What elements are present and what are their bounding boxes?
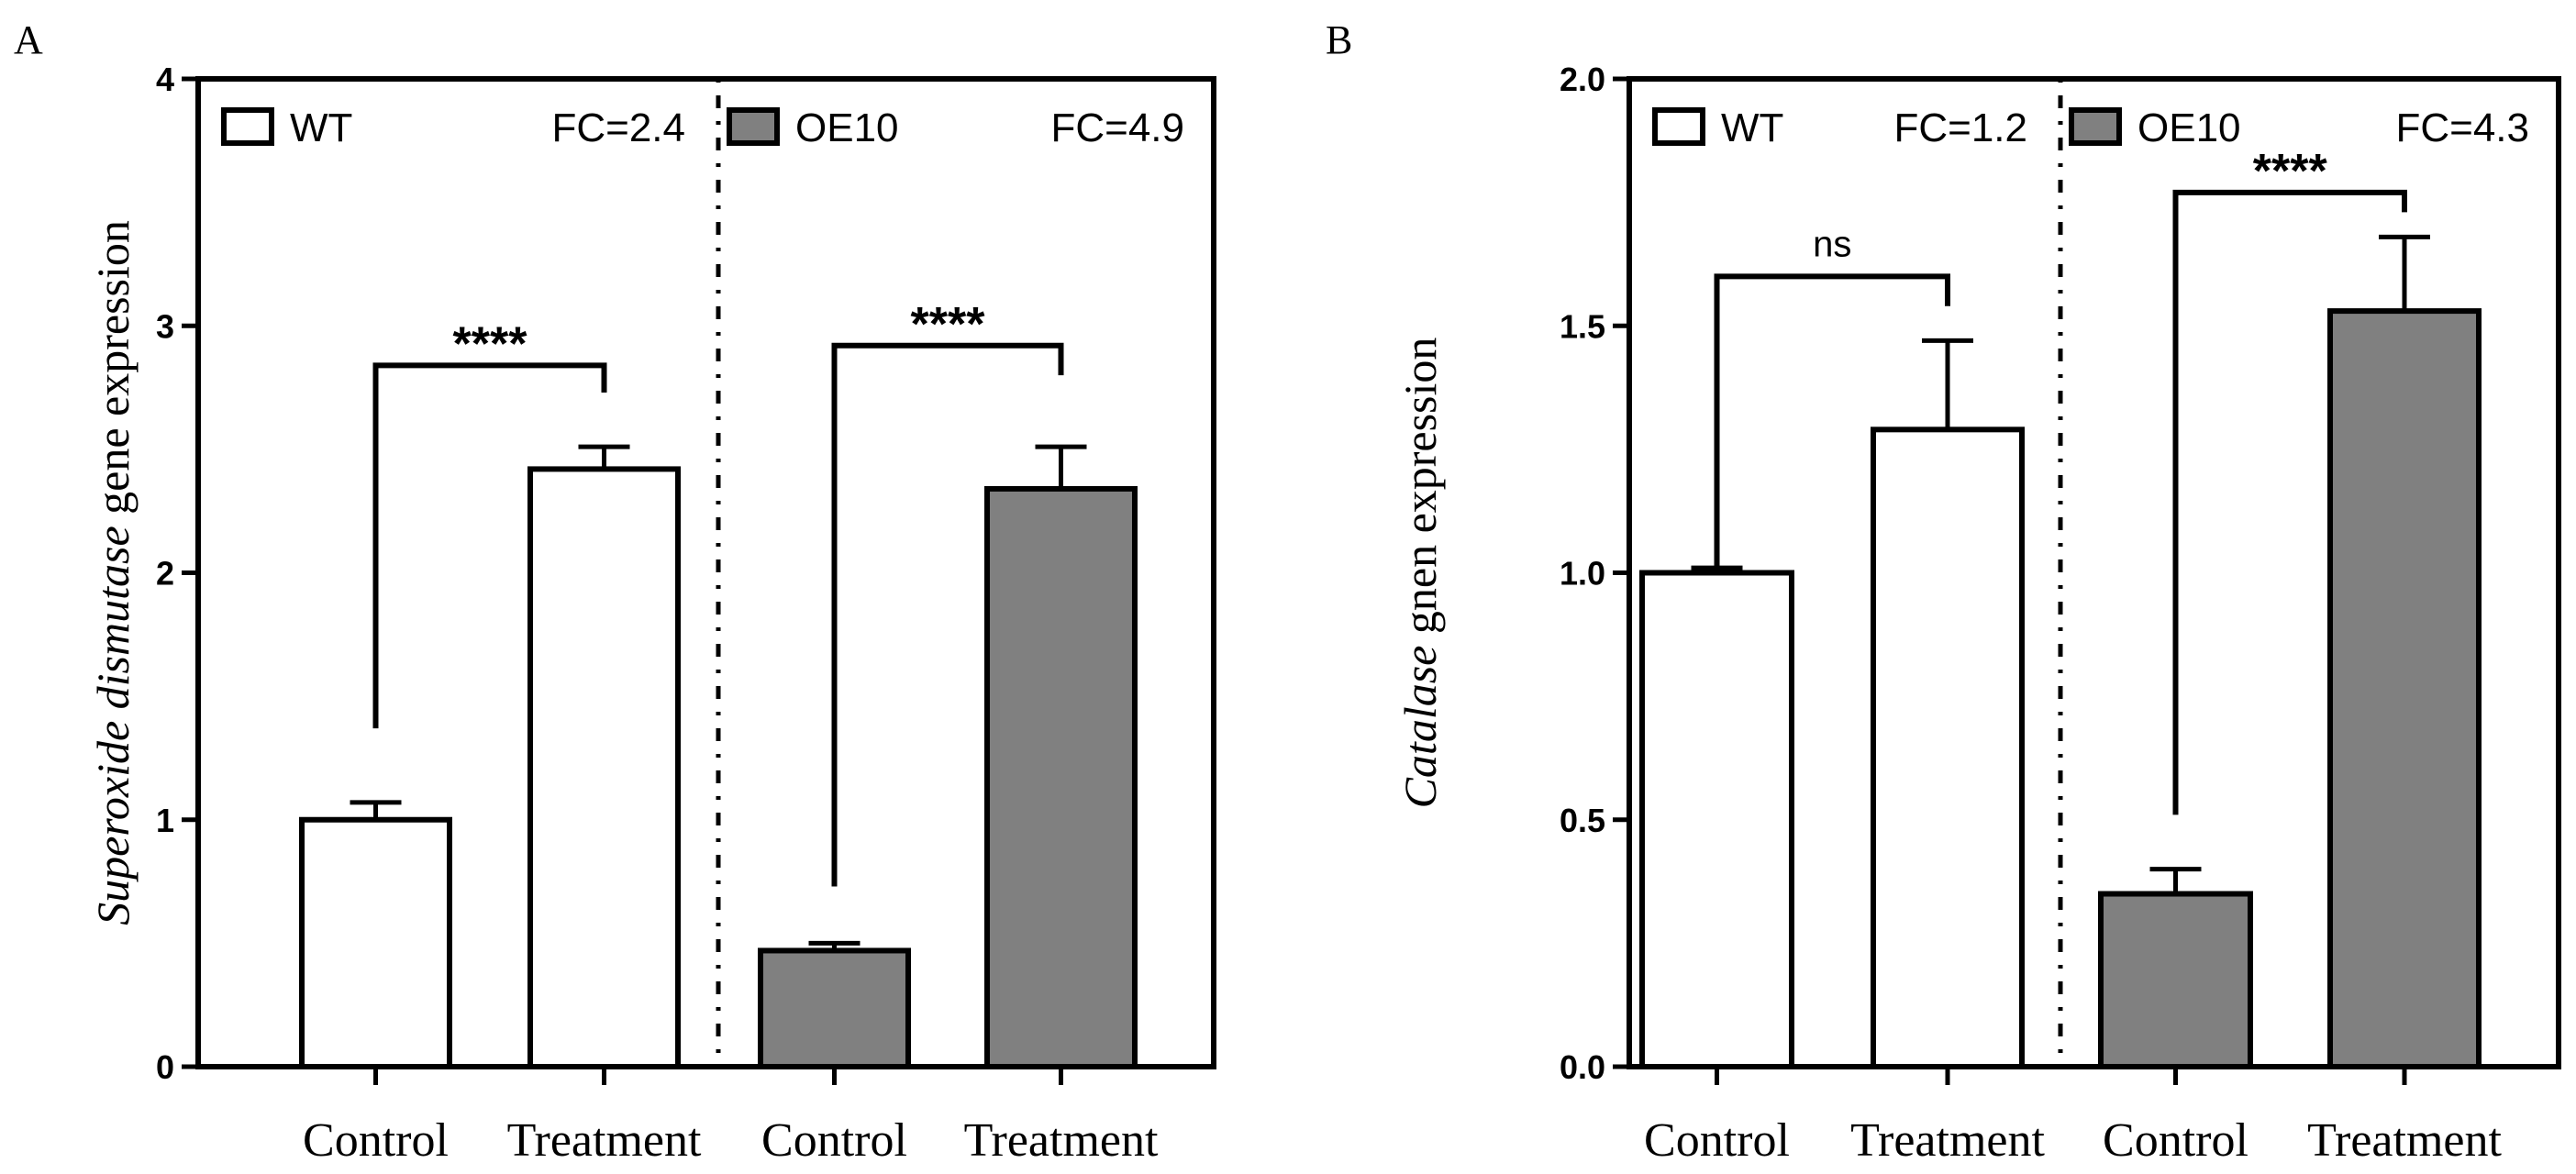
significance-bracket: [831, 342, 1064, 887]
x-category-label: Control: [1644, 1114, 1790, 1167]
bar-oe10-control: [2098, 891, 2253, 1070]
y-tick-label: 1.0: [1560, 555, 1605, 593]
legend-swatch-oe10: [2069, 107, 2122, 146]
y-axis-label: Superoxide dismutase gene expression: [87, 220, 139, 925]
significance-label: ns: [1813, 224, 1851, 264]
bar-wt-treatment: [527, 466, 681, 1070]
y-tick-label: 2: [156, 555, 174, 593]
y-axis-label-italic: Catalase: [1394, 646, 1446, 809]
bar-oe10-treatment: [2327, 308, 2482, 1070]
significance-label: ****: [911, 298, 986, 351]
legend-swatch-wt: [221, 107, 274, 146]
fold-change-label: FC=4.3: [2395, 105, 2529, 150]
y-axis-label-italic: Superoxide dismutase: [87, 526, 139, 925]
legend-swatch-wt: [1652, 107, 1705, 146]
significance-bracket: [1714, 273, 1950, 573]
significance-bracket: [372, 362, 607, 729]
legend-label: WT: [290, 105, 352, 150]
legend-label: WT: [1721, 105, 1783, 150]
panel-label: B: [1326, 17, 1352, 62]
y-tick-label: 1: [156, 802, 174, 839]
x-category-label: Control: [2103, 1114, 2248, 1167]
fold-change-label: FC=1.2: [1893, 105, 2027, 150]
y-axis-label-rest: gene expression: [87, 220, 139, 526]
y-tick-label: 4: [156, 61, 174, 98]
fold-change-label: FC=2.4: [551, 105, 685, 150]
x-category-label: Treatment: [2307, 1114, 2502, 1167]
y-tick-label: 0.5: [1560, 802, 1605, 839]
x-category-label: Control: [303, 1114, 449, 1167]
significance-label: ****: [2253, 145, 2328, 198]
bar-oe10-treatment: [984, 485, 1138, 1069]
y-tick-label: 1.5: [1560, 307, 1605, 345]
x-category-label: Treatment: [507, 1114, 702, 1167]
bar-wt-control: [1639, 570, 1794, 1069]
legend-label: OE10: [2137, 105, 2241, 150]
chart-panel-b: B 0.0 0.5 1.0 1.5 2.0 Catalase gnen expression…: [1326, 17, 2561, 1167]
x-category-label: Treatment: [1850, 1114, 2045, 1167]
y-tick-label: 0.0: [1560, 1048, 1605, 1086]
y-axis-label: Catalase gnen expression: [1394, 338, 1446, 809]
y-tick-label: 0: [156, 1048, 174, 1086]
chart-panel-a: A 0 1 2 3 4 Superoxide dismutase gene expressi…: [14, 17, 1216, 1167]
bar-oe10-control: [758, 947, 911, 1070]
bar-wt-treatment: [1871, 426, 2025, 1069]
x-category-label: Treatment: [964, 1114, 1159, 1167]
bar-wt-control: [299, 816, 452, 1069]
significance-bracket: [2172, 189, 2407, 815]
y-tick-label: 2.0: [1560, 61, 1605, 98]
fold-change-label: FC=4.9: [1050, 105, 1184, 150]
legend-label: OE10: [795, 105, 899, 150]
legend-swatch-oe10: [727, 107, 780, 146]
y-tick-label: 3: [156, 307, 174, 345]
x-category-label: Control: [761, 1114, 907, 1167]
panel-label: A: [14, 17, 43, 62]
y-axis-label-rest: gnen expression: [1394, 338, 1446, 646]
significance-label: ****: [453, 317, 528, 371]
